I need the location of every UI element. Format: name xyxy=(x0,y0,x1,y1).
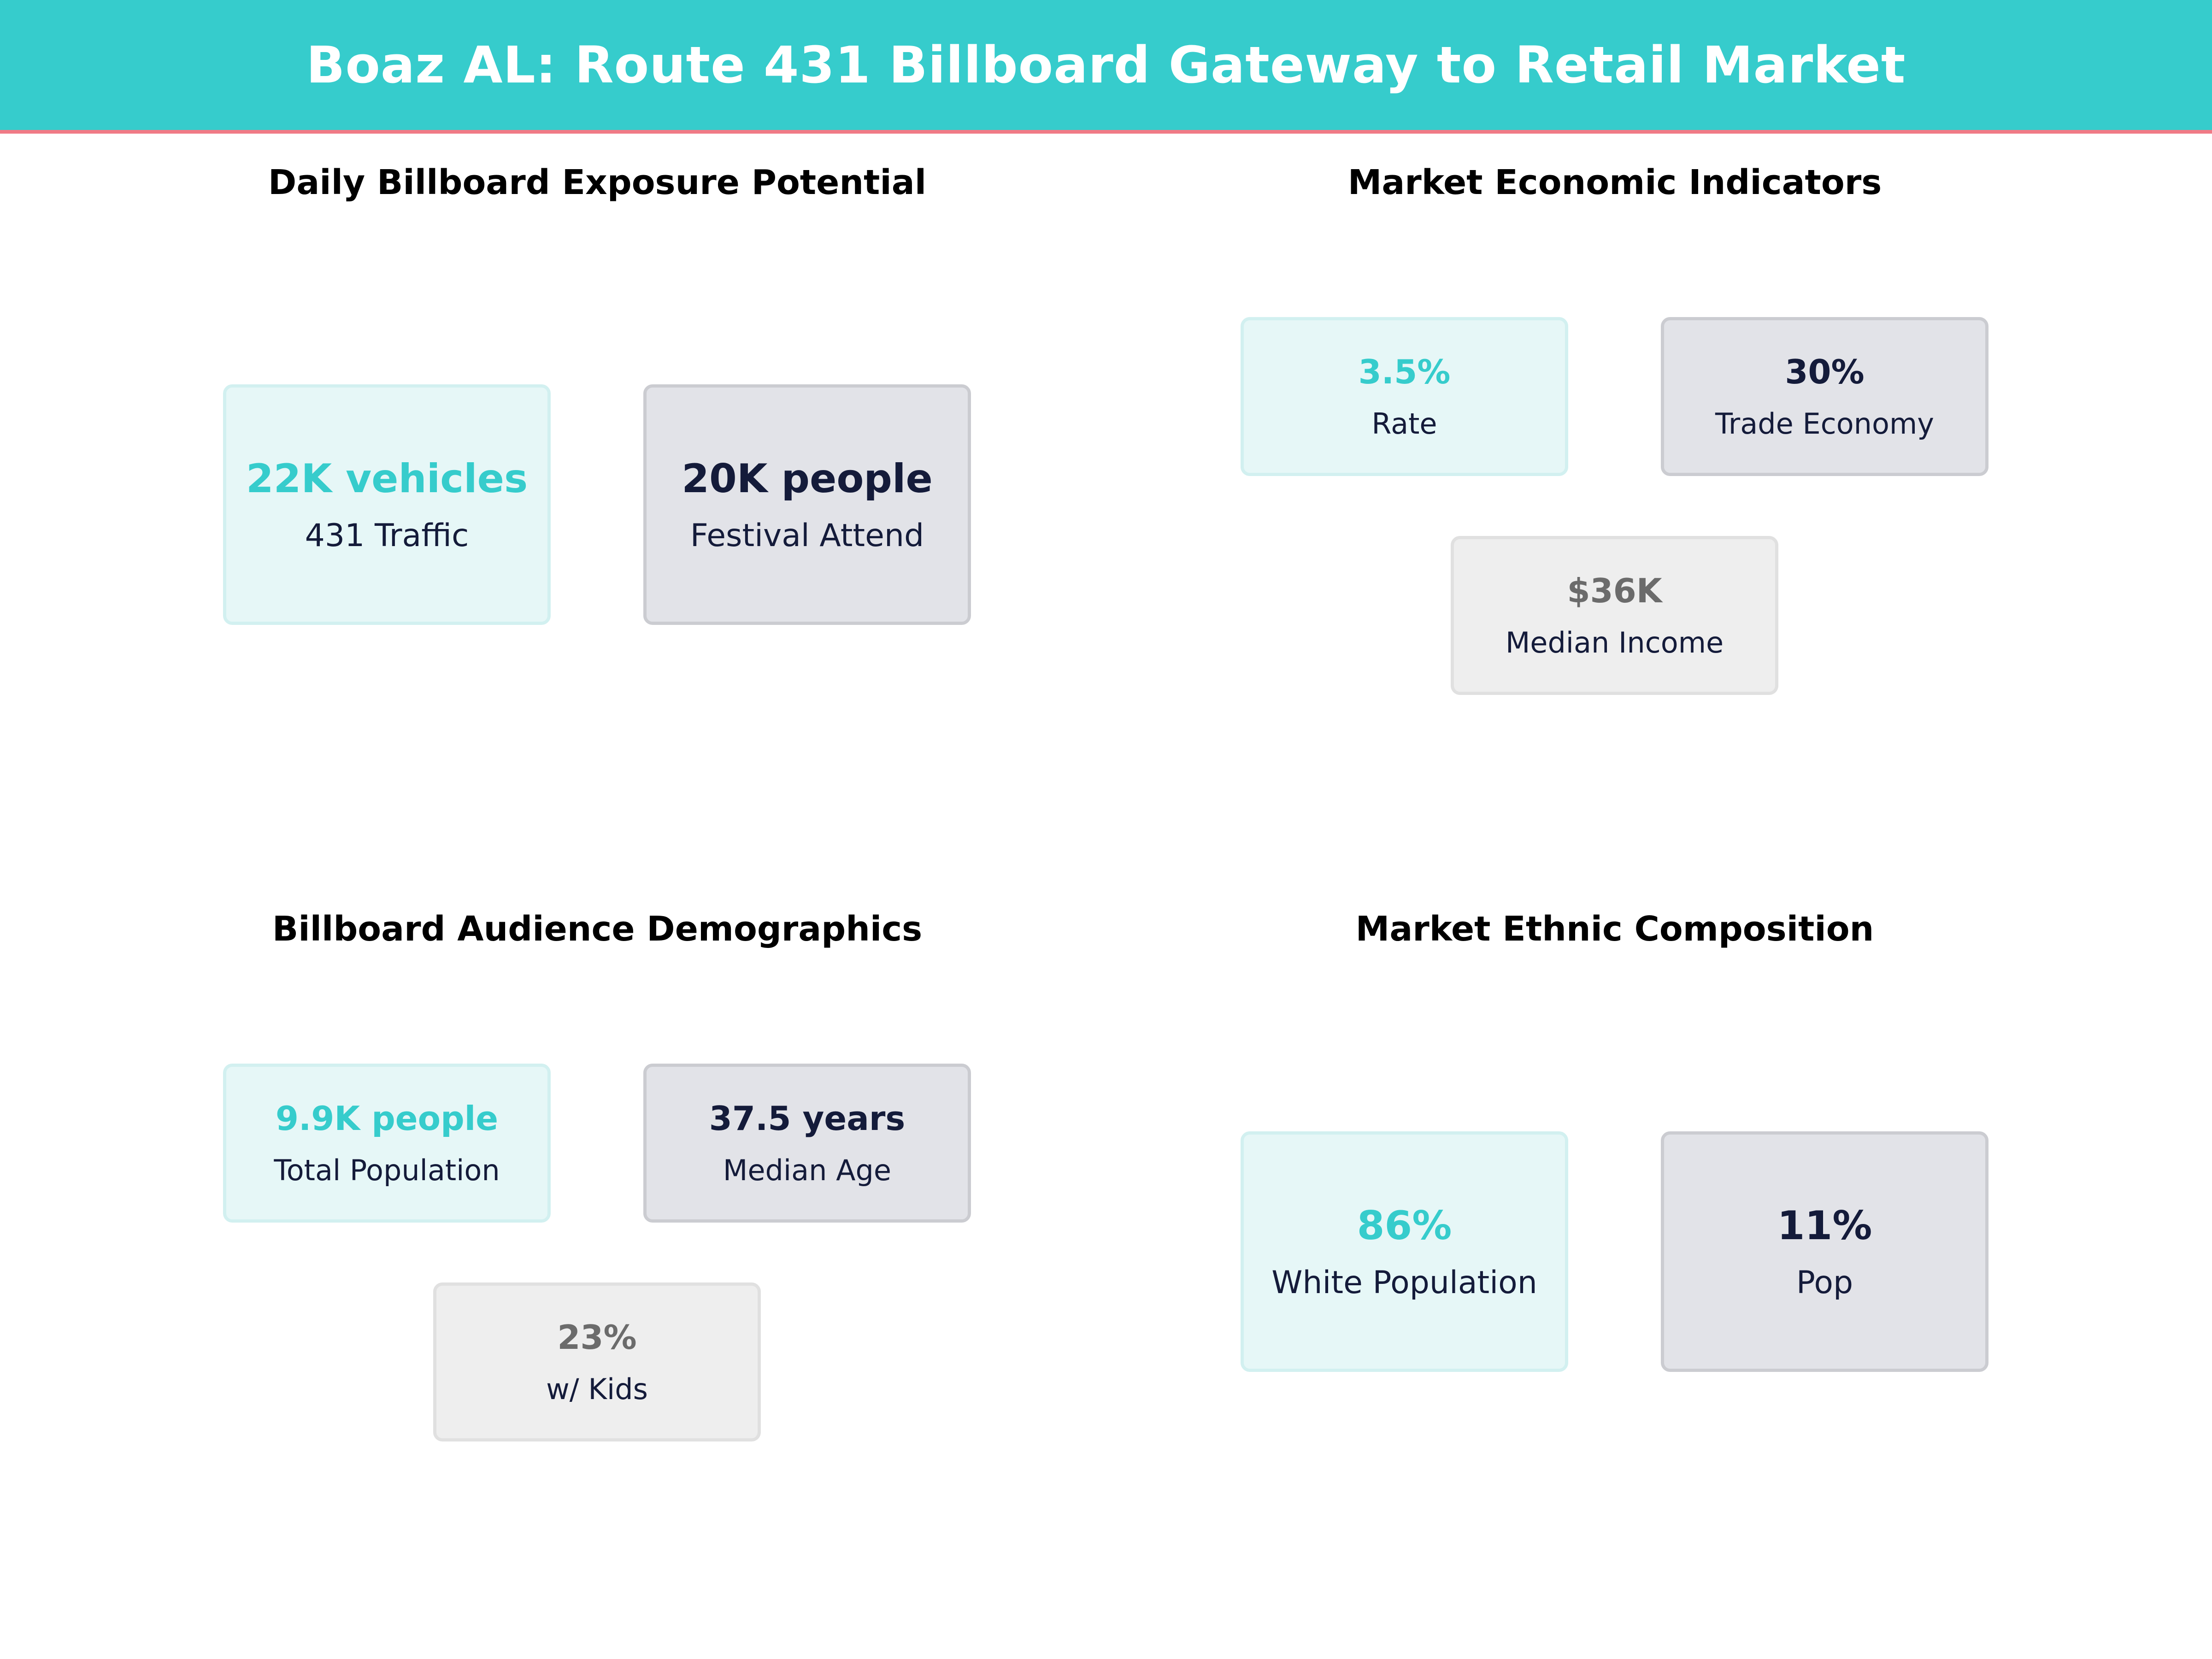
median-age-card: 37.5 years Median Age xyxy=(643,1064,971,1223)
trade-economy-label: Trade Economy xyxy=(1715,407,1934,441)
demographics-panel-title: Billboard Audience Demographics xyxy=(272,909,923,949)
other-population-label: Pop xyxy=(1796,1264,1853,1301)
median-income-card: $36K Median Income xyxy=(1451,536,1778,695)
white-population-value: 86% xyxy=(1357,1202,1452,1249)
white-population-card: 86% White Population xyxy=(1241,1131,1568,1372)
rate-value: 3.5% xyxy=(1358,353,1451,391)
other-population-value: 11% xyxy=(1777,1202,1872,1249)
population-label: Total Population xyxy=(274,1153,500,1187)
trade-economy-card: 30% Trade Economy xyxy=(1661,317,1988,476)
rate-label: Rate xyxy=(1371,407,1437,441)
population-value: 9.9K people xyxy=(275,1099,499,1138)
festival-label: Festival Attend xyxy=(690,517,924,554)
trade-economy-value: 30% xyxy=(1785,353,1865,391)
median-income-value: $36K xyxy=(1567,571,1662,610)
festival-card: 20K people Festival Attend xyxy=(643,384,971,625)
festival-value: 20K people xyxy=(682,455,933,502)
white-population-label: White Population xyxy=(1271,1264,1537,1301)
other-population-card: 11% Pop xyxy=(1661,1131,1988,1372)
ethnic-panel-title: Market Ethnic Composition xyxy=(1355,909,1874,949)
page-title: Boaz AL: Route 431 Billboard Gateway to … xyxy=(306,35,1906,94)
kids-label: w/ Kids xyxy=(546,1372,648,1406)
rate-card: 3.5% Rate xyxy=(1241,317,1568,476)
median-income-label: Median Income xyxy=(1505,626,1724,659)
header-banner: Boaz AL: Route 431 Billboard Gateway to … xyxy=(0,0,2212,134)
economic-panel-title: Market Economic Indicators xyxy=(1347,163,1882,202)
traffic-value: 22K vehicles xyxy=(246,455,528,502)
median-age-label: Median Age xyxy=(723,1153,892,1187)
kids-card: 23% w/ Kids xyxy=(433,1282,761,1441)
traffic-label: 431 Traffic xyxy=(305,517,469,554)
population-card: 9.9K people Total Population xyxy=(223,1064,551,1223)
traffic-card: 22K vehicles 431 Traffic xyxy=(223,384,551,625)
kids-value: 23% xyxy=(557,1318,637,1357)
median-age-value: 37.5 years xyxy=(709,1099,906,1138)
exposure-panel-title: Daily Billboard Exposure Potential xyxy=(268,163,927,202)
